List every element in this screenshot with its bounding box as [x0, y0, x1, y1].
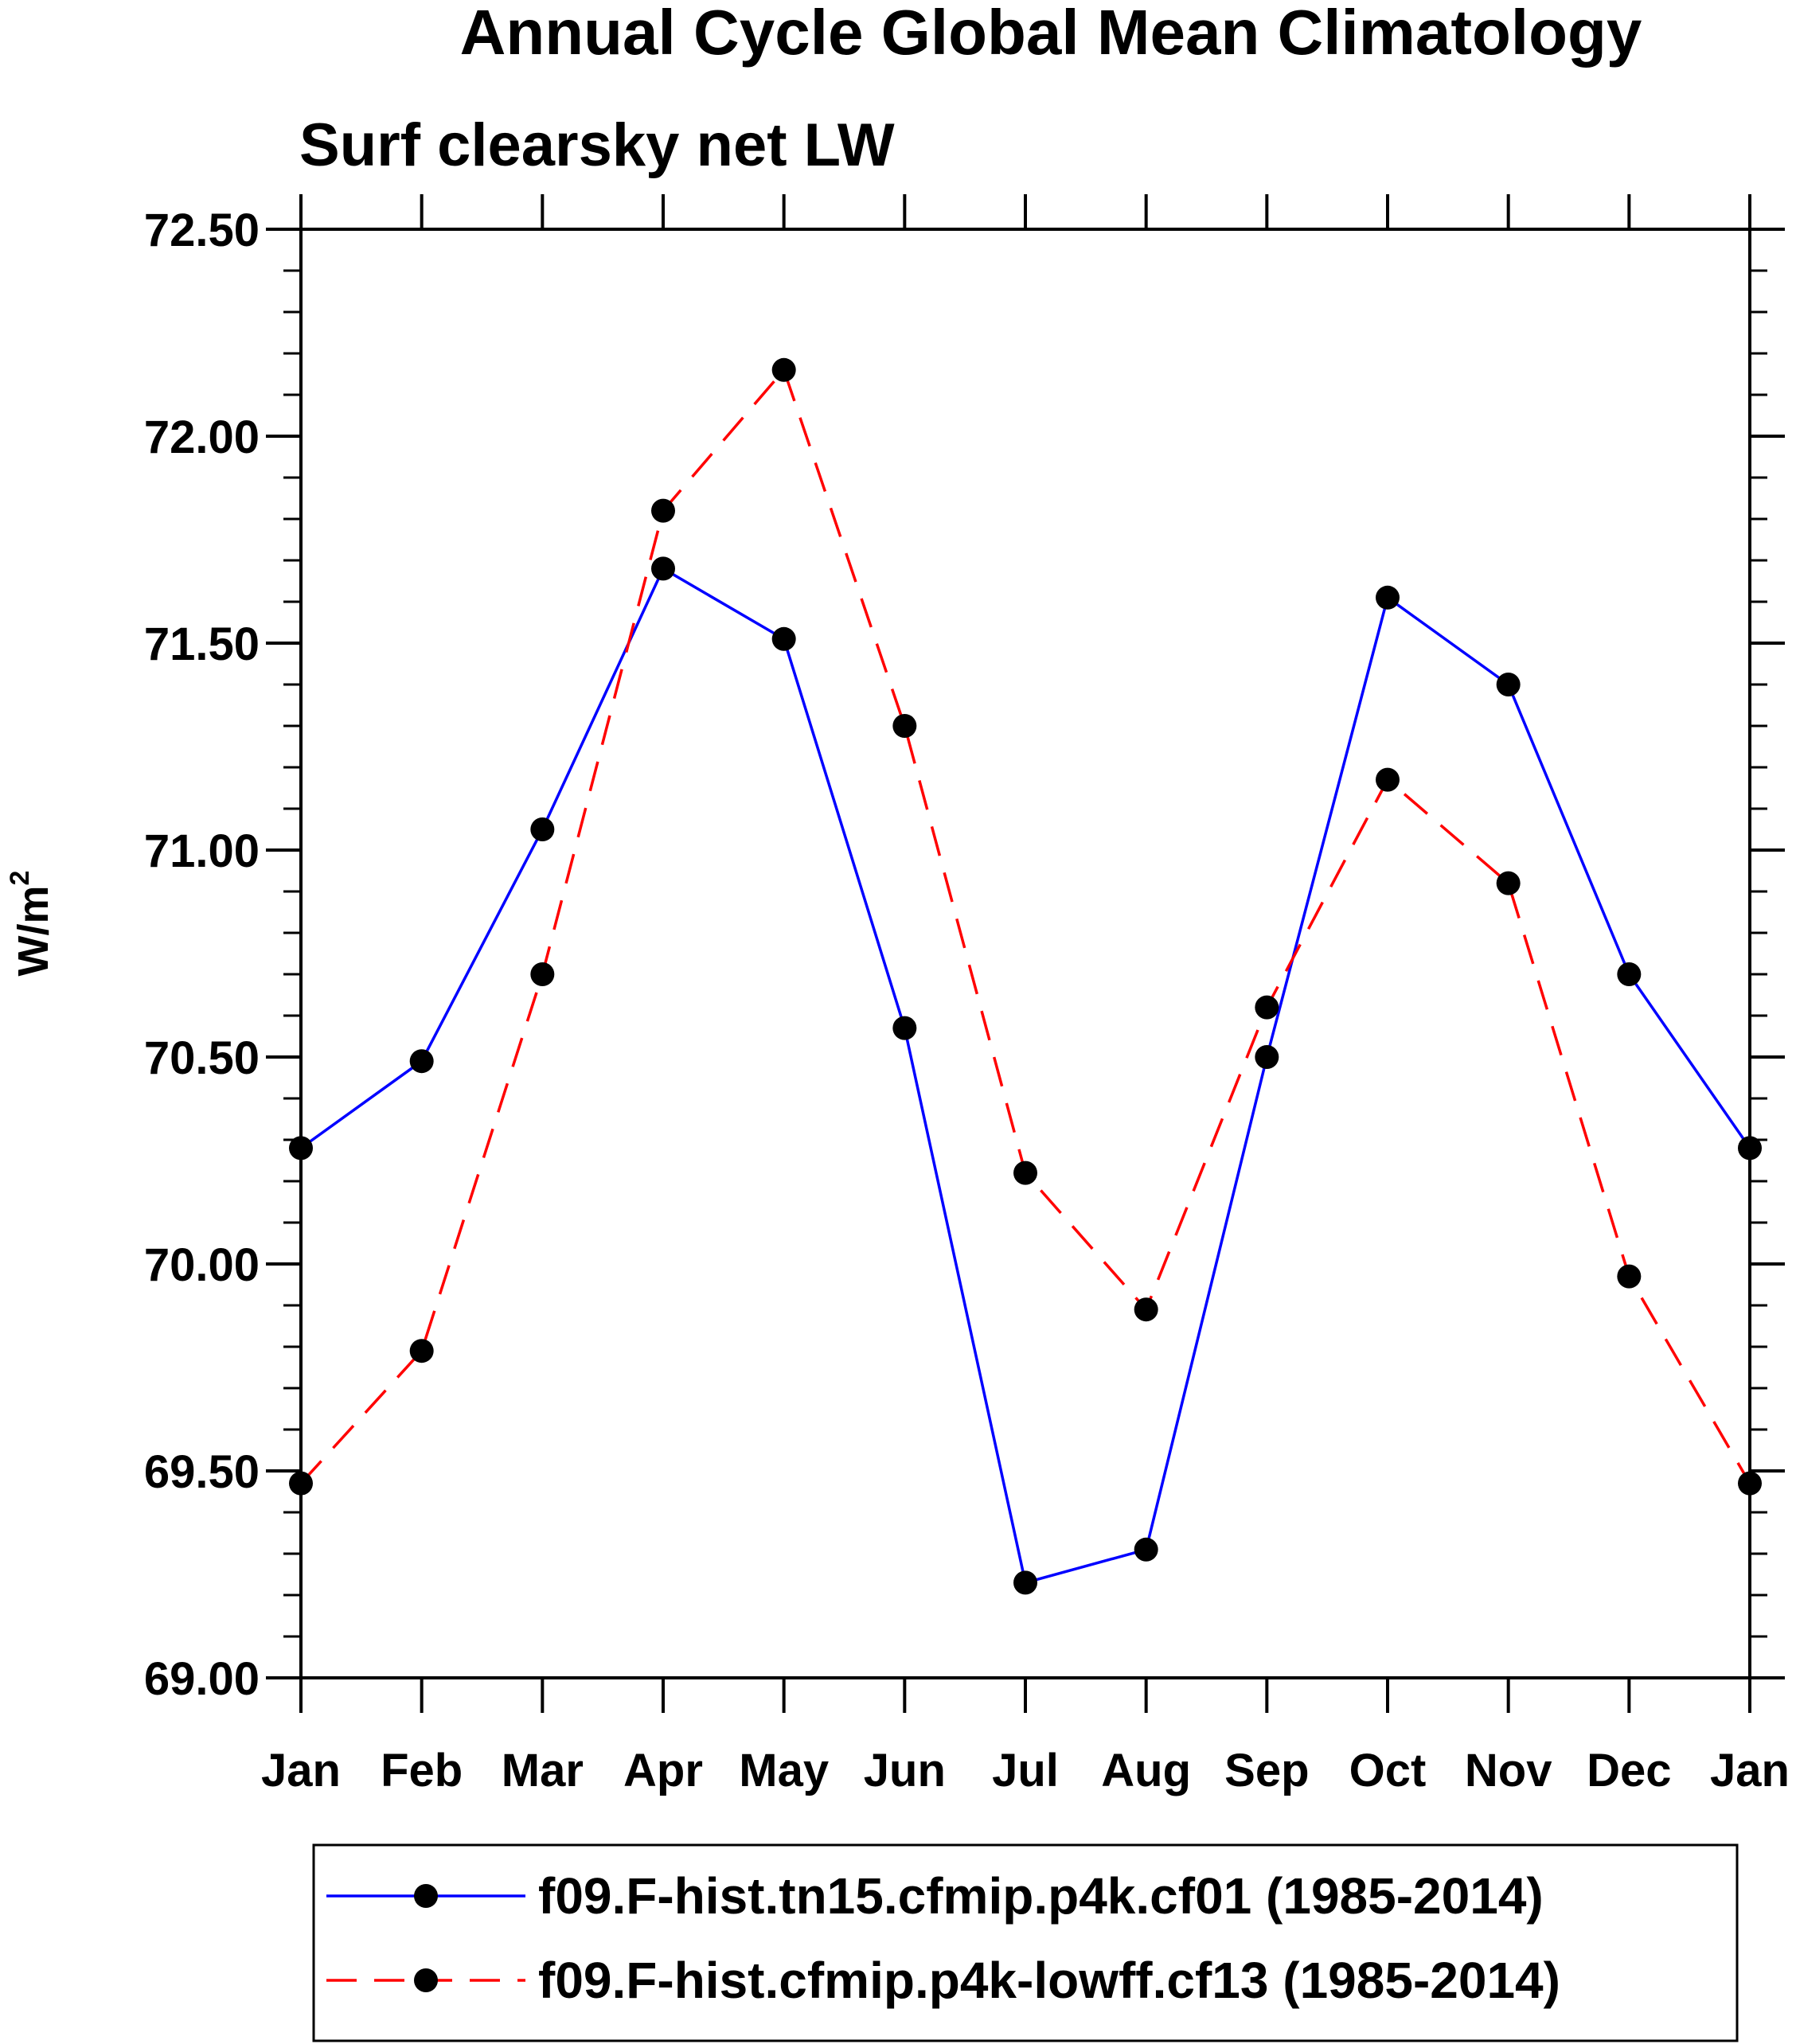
y-tick-label: 69.50: [144, 1446, 260, 1498]
chart-subtitle: Surf clearsky net LW: [299, 111, 895, 179]
series-line-1: [299, 566, 1751, 1585]
x-tick-label: Apr: [623, 1745, 703, 1796]
series-1-point: [651, 556, 675, 581]
legend-marker-1: [414, 1884, 438, 1908]
series-2-point: [1255, 995, 1279, 1020]
y-tick-label: 72.00: [144, 412, 260, 463]
x-tick-label: Feb: [381, 1745, 463, 1796]
legend-label-2: f09.F-hist.cfmip.p4k-lowff.cf13 (1985-20…: [538, 1952, 1560, 2009]
legend-entries: f09.F-hist.tn15.cfmip.p4k.cf01 (1985-201…: [326, 1867, 1560, 2009]
series-1-point: [530, 817, 555, 841]
chart-title: Annual Cycle Global Mean Climatology: [460, 0, 1642, 68]
series-1-point: [1496, 673, 1521, 696]
series-2-point: [1134, 1297, 1158, 1322]
y-axis-label: W/m2: [5, 871, 57, 977]
series-2-point: [409, 1339, 434, 1363]
y-tick-label: 72.50: [144, 205, 260, 256]
series-1-point: [1255, 1045, 1279, 1069]
series-1-point: [1617, 962, 1642, 986]
y-axis-label-superscript: 2: [5, 871, 35, 886]
plot-frame: [299, 228, 1751, 1679]
series-layer: [289, 357, 1762, 1595]
x-tick-label: Jun: [864, 1745, 946, 1796]
x-tick-label: Nov: [1465, 1745, 1552, 1796]
axis-ticks: [266, 194, 1785, 1713]
x-tick-label: Jan: [1710, 1745, 1790, 1796]
series-2-point: [1376, 767, 1400, 792]
legend-label-1: f09.F-hist.tn15.cfmip.p4k.cf01 (1985-201…: [538, 1867, 1544, 1925]
y-tick-label: 70.00: [144, 1239, 260, 1291]
x-tick-label: Aug: [1101, 1745, 1191, 1796]
x-tick-label: Sep: [1224, 1745, 1309, 1796]
legend-box: [312, 1843, 1739, 2042]
x-tick-label: Dec: [1587, 1745, 1671, 1796]
y-tick-label: 71.00: [144, 825, 260, 877]
x-tick-label: Oct: [1349, 1745, 1427, 1796]
axis-tick-labels: 69.00 69.50 70.00 70.50 71.00 71.50 72.00 72.50…: [144, 205, 1790, 1796]
y-axis-label-text: W/m: [10, 885, 57, 976]
legend: f09.F-hist.tn15.cfmip.p4k.cf01 (1985-201…: [312, 1843, 1739, 2042]
series-1-point: [892, 1016, 917, 1040]
x-tick-label: Mar: [502, 1745, 584, 1796]
series-1-point: [1376, 585, 1400, 610]
series-2-point: [651, 498, 675, 523]
series-2-point: [1617, 1264, 1642, 1289]
x-tick-label: Jul: [992, 1745, 1059, 1796]
legend-marker-2: [414, 1968, 438, 1992]
svg-text:W/m2: W/m2: [5, 871, 57, 977]
series-1-point: [409, 1049, 434, 1074]
y-tick-label: 70.50: [144, 1032, 260, 1084]
y-tick-label: 69.00: [144, 1653, 260, 1705]
series-2-point: [771, 357, 796, 382]
series-line-2: [299, 367, 1751, 1484]
series-2-point: [892, 714, 917, 738]
y-tick-label: 71.50: [144, 618, 260, 670]
x-tick-label: Jan: [261, 1745, 341, 1796]
series-2-point: [1496, 871, 1521, 895]
series-2-point: [530, 962, 555, 986]
series-1-point: [771, 626, 796, 651]
series-2-point: [1013, 1160, 1037, 1185]
series-1-point: [1134, 1537, 1158, 1562]
series-1-point: [1013, 1570, 1037, 1595]
x-tick-label: May: [739, 1745, 829, 1796]
